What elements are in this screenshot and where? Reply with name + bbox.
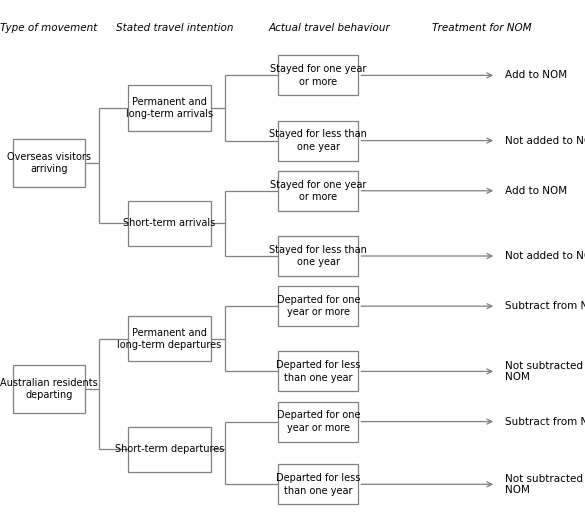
Bar: [128, 316, 211, 361]
Bar: [278, 236, 359, 276]
Text: Subtract from NOM: Subtract from NOM: [505, 417, 585, 426]
Text: Departed for less
than one year: Departed for less than one year: [276, 360, 360, 382]
Text: Stayed for one year
or more: Stayed for one year or more: [270, 180, 366, 202]
Text: Departed for one
year or more: Departed for one year or more: [277, 411, 360, 433]
Bar: [128, 426, 211, 472]
Bar: [278, 286, 359, 326]
Bar: [128, 201, 211, 246]
Text: Australian residents
departing: Australian residents departing: [0, 378, 98, 400]
Text: Stayed for less than
one year: Stayed for less than one year: [269, 245, 367, 267]
Text: Add to NOM: Add to NOM: [505, 186, 567, 196]
Bar: [128, 86, 211, 131]
Text: Stated travel intention: Stated travel intention: [116, 23, 234, 33]
Text: Treatment for NOM: Treatment for NOM: [432, 23, 532, 33]
Bar: [278, 120, 359, 161]
Text: Departed for less
than one year: Departed for less than one year: [276, 473, 360, 496]
Text: Not added to NOM: Not added to NOM: [505, 251, 585, 261]
Bar: [13, 365, 85, 413]
Bar: [278, 351, 359, 392]
Text: Short-term departures: Short-term departures: [115, 444, 224, 454]
Bar: [278, 464, 359, 504]
Text: Not subtracted from
NOM: Not subtracted from NOM: [505, 474, 585, 495]
Text: Stayed for less than
one year: Stayed for less than one year: [269, 130, 367, 152]
Text: Permanent and
long-term arrivals: Permanent and long-term arrivals: [126, 97, 213, 119]
Text: Actual travel behaviour: Actual travel behaviour: [269, 23, 391, 33]
Text: Short-term arrivals: Short-term arrivals: [123, 219, 215, 228]
Text: Not subtracted from
NOM: Not subtracted from NOM: [505, 360, 585, 382]
Bar: [13, 139, 85, 187]
Text: Stayed for one year
or more: Stayed for one year or more: [270, 64, 366, 87]
Text: Departed for one
year or more: Departed for one year or more: [277, 295, 360, 317]
Text: Not added to NOM: Not added to NOM: [505, 136, 585, 145]
Text: Subtract from NOM: Subtract from NOM: [505, 301, 585, 311]
Bar: [278, 170, 359, 211]
Bar: [278, 55, 359, 95]
Text: Permanent and
long-term departures: Permanent and long-term departures: [117, 328, 221, 350]
Text: Overseas visitors
arriving: Overseas visitors arriving: [7, 152, 91, 175]
Text: Add to NOM: Add to NOM: [505, 70, 567, 80]
Text: Type of movement: Type of movement: [0, 23, 98, 33]
Bar: [278, 401, 359, 442]
